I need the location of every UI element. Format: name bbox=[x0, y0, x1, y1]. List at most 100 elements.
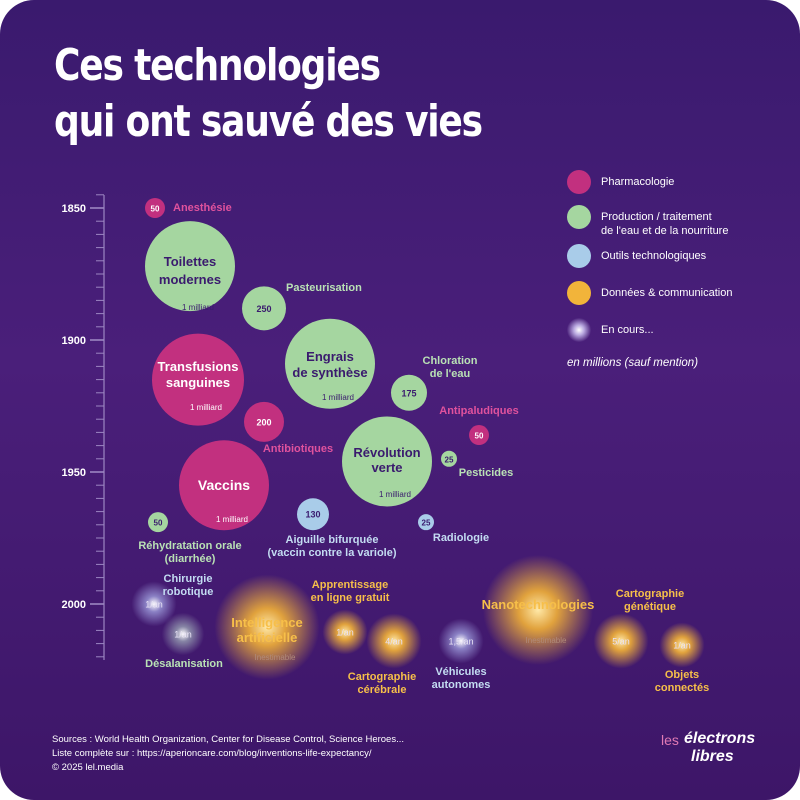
bubble-label-cartographie-cerebrale: cérébrale bbox=[358, 684, 407, 696]
bubble-nanotechnologies bbox=[483, 555, 593, 665]
bubble-label-cartographie-genetique: Cartographie bbox=[616, 588, 684, 600]
brand-word-2: électrons bbox=[684, 730, 756, 747]
bubble-value-aiguille-bifurquee-vaccin-contre-la-variole: 130 bbox=[305, 510, 320, 520]
bubble-name-intelligence-artificielle: artificielle bbox=[237, 630, 298, 645]
bubble-pasteurisation bbox=[242, 286, 286, 331]
bubble-transfusions-sanguines bbox=[152, 333, 244, 426]
bubble-name-revolution-verte: Révolution bbox=[353, 445, 420, 460]
bubble-label-rehydratation-orale-diarrhee: (diarrhée) bbox=[165, 553, 216, 565]
bubble-name-revolution-verte: verte bbox=[371, 460, 402, 475]
legend-item-tools: Outils technologiques bbox=[567, 244, 706, 268]
bubble-revolution-verte bbox=[342, 416, 432, 507]
legend-item-data: Données & communication bbox=[567, 281, 732, 305]
bubble-label-desalanisation: Désalanisation bbox=[145, 658, 223, 670]
legend-swatch-pharma bbox=[567, 170, 591, 194]
bubble-label-vehicules-autonomes: autonomes bbox=[432, 679, 491, 691]
bubble-label-chirurgie-robotique: robotique bbox=[163, 586, 214, 598]
bubble-cartographie-genetique bbox=[593, 613, 649, 669]
bubble-label-chirurgie-robotique: Chirurgie bbox=[164, 573, 213, 585]
bubble-label-antipaludiques: Antipaludiques bbox=[439, 405, 518, 417]
bubble-desalanisation bbox=[161, 612, 205, 656]
legend-label-data: Données & communication bbox=[601, 287, 733, 299]
bubble-label-aiguille-bifurquee-vaccin-contre-la-variole: (vaccin contre la variole) bbox=[268, 547, 397, 559]
bubble-vehicules-autonomes bbox=[438, 618, 484, 664]
legend-swatch-food bbox=[567, 205, 591, 229]
brand-word-3: libres bbox=[691, 748, 734, 765]
legend-swatch-ongoing bbox=[567, 318, 591, 342]
bubble-antibiotiques bbox=[244, 401, 284, 442]
bubble-label-objets-connectes: Objets bbox=[665, 669, 699, 681]
legend-label-pharma: Pharmacologie bbox=[601, 176, 675, 188]
bubble-engrais-de-synthese bbox=[285, 318, 375, 409]
legend-label-tools: Outils technologiques bbox=[601, 250, 707, 262]
sources-line-2: Liste complète sur : https://aperioncare… bbox=[52, 748, 372, 759]
bubble-name-nanotechnologies: Nanotechnologies bbox=[482, 597, 595, 612]
bubble-antipaludiques bbox=[469, 425, 489, 446]
bubble-label-cartographie-cerebrale: Cartographie bbox=[348, 671, 416, 683]
legend-swatch-data bbox=[567, 281, 591, 305]
title-line-2: qui ont sauvé des vies bbox=[54, 96, 483, 147]
bubble-value-toilettes-modernes: 1 milliard bbox=[182, 303, 214, 312]
page-title: Ces technologies qui ont sauvé des vies bbox=[54, 38, 483, 150]
bubble-label-pasteurisation: Pasteurisation bbox=[286, 282, 362, 294]
y-tick-label: 1950 bbox=[62, 467, 86, 479]
bubble-label-apprentissage-en-ligne-gratuit: Apprentissage bbox=[312, 579, 388, 591]
bubble-value-pesticides: 25 bbox=[445, 455, 454, 464]
bubble-label-radiologie: Radiologie bbox=[433, 532, 489, 544]
bubble-apprentissage-en-ligne-gratuit bbox=[322, 609, 368, 655]
bubble-value-objets-connectes: 1/an bbox=[673, 641, 691, 651]
bubble-value-intelligence-artificielle: Inestimable bbox=[255, 653, 296, 662]
bubble-radiologie bbox=[418, 514, 434, 531]
bubble-value-cartographie-genetique: 5/an bbox=[612, 637, 630, 647]
bubble-label-objets-connectes: connectés bbox=[655, 682, 709, 694]
bubble-anesthesie bbox=[145, 198, 165, 218]
legend-item-food: Production / traitement de l'eau et de l… bbox=[567, 205, 728, 238]
bubble-value-transfusions-sanguines: 1 milliard bbox=[190, 403, 222, 412]
bubble-value-chirurgie-robotique: 1/an bbox=[145, 600, 163, 610]
bubble-name-toilettes-modernes: modernes bbox=[159, 272, 221, 287]
sources: Sources : World Health Organization, Cen… bbox=[52, 733, 404, 775]
legend-label-food: Production / traitement de l'eau et de l… bbox=[601, 211, 729, 237]
bubble-value-vehicules-autonomes: 1,5/an bbox=[448, 637, 473, 647]
copyright: © 2025 lel.media bbox=[52, 762, 124, 773]
bubble-label-vehicules-autonomes: Véhicules bbox=[435, 666, 486, 678]
bubble-label-chloration-de-l-eau: Chloration bbox=[423, 355, 478, 367]
bubble-label-apprentissage-en-ligne-gratuit: en ligne gratuit bbox=[311, 592, 390, 604]
bubble-value-pasteurisation: 250 bbox=[256, 304, 271, 314]
legend-item-pharma: Pharmacologie bbox=[567, 170, 674, 194]
bubble-label-cartographie-genetique: génétique bbox=[624, 601, 676, 613]
bubble-value-nanotechnologies: Inestimable bbox=[526, 636, 567, 645]
bubble-value-engrais-de-synthese: 1 milliard bbox=[322, 393, 354, 402]
bubble-value-apprentissage-en-ligne-gratuit: 1/an bbox=[336, 628, 354, 638]
bubble-chirurgie-robotique bbox=[131, 581, 177, 627]
bubble-rehydratation-orale-diarrhee bbox=[148, 512, 168, 533]
bubble-label-rehydratation-orale-diarrhee: Réhydratation orale bbox=[138, 540, 241, 552]
legend-item-ongoing: En cours... bbox=[567, 318, 654, 342]
bubble-name-transfusions-sanguines: Transfusions bbox=[158, 359, 239, 374]
bubble-aiguille-bifurquee-vaccin-contre-la-variole bbox=[297, 498, 329, 531]
bubble-pesticides bbox=[441, 450, 457, 467]
bubble-value-desalanisation: 1/an bbox=[174, 630, 192, 640]
bubble-label-anesthesie: Anesthésie bbox=[173, 202, 232, 214]
bubble-value-vaccins: 1 milliard bbox=[216, 515, 248, 524]
sources-line-1: Sources : World Health Organization, Cen… bbox=[52, 734, 405, 745]
bubble-toilettes-modernes bbox=[145, 221, 235, 312]
bubble-label-pesticides: Pesticides bbox=[459, 467, 513, 479]
y-tick-label: 2000 bbox=[62, 599, 86, 611]
bubble-vaccins bbox=[179, 440, 269, 531]
bubble-objets-connectes bbox=[659, 622, 705, 668]
legend-swatch-tools bbox=[567, 244, 591, 268]
legend-label-ongoing: En cours... bbox=[601, 324, 654, 336]
bubble-cartographie-cerebrale bbox=[366, 613, 422, 669]
bubble-name-intelligence-artificielle: Intelligence bbox=[231, 615, 303, 630]
bubble-value-radiologie: 25 bbox=[422, 519, 431, 528]
bubble-label-aiguille-bifurquee-vaccin-contre-la-variole: Aiguille bifurquée bbox=[286, 534, 379, 546]
bubble-label-chloration-de-l-eau: de l'eau bbox=[430, 368, 471, 380]
bubble-value-cartographie-cerebrale: 4/an bbox=[385, 637, 403, 647]
bubble-value-revolution-verte: 1 milliard bbox=[379, 490, 411, 499]
title-line-1: Ces technologies bbox=[54, 40, 381, 91]
bubble-intelligence-artificielle bbox=[214, 574, 320, 680]
bubble-chloration-de-l-eau bbox=[391, 374, 427, 411]
